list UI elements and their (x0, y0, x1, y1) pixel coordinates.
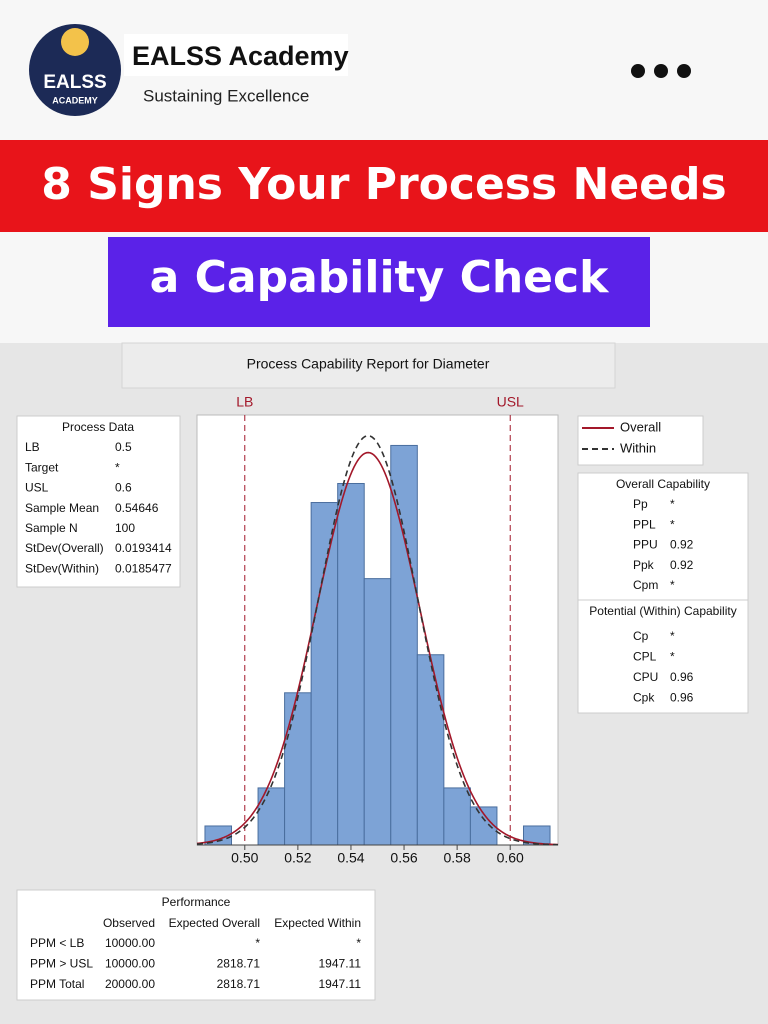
table-cell: * (670, 629, 675, 643)
table-cell: 0.6 (115, 481, 132, 495)
legend-label: Overall (620, 419, 661, 434)
logo-text: EALSS (43, 72, 106, 93)
table-cell: PPM < LB (30, 936, 84, 950)
table-cell: CPL (633, 650, 657, 664)
table-cell: 100 (115, 521, 135, 535)
table-cell: 0.96 (670, 691, 694, 705)
x-tick-label: 0.50 (231, 850, 258, 866)
spec-label: USL (497, 394, 524, 410)
table-header: Expected Within (274, 916, 361, 930)
logo-face (61, 28, 89, 56)
bar (284, 692, 312, 846)
bar (443, 787, 471, 846)
menu-dot[interactable] (654, 64, 668, 78)
table-cell: PPU (633, 538, 658, 552)
report-title-box (121, 342, 616, 389)
table-cell: * (670, 517, 675, 531)
banner (108, 237, 650, 327)
table-cell: 1947.11 (319, 977, 362, 991)
table-box (577, 472, 749, 601)
bar (363, 578, 392, 846)
table-cell: * (670, 650, 675, 664)
fit-curve (196, 451, 559, 846)
brand-bg (124, 34, 348, 76)
table-cell: * (115, 460, 120, 474)
table-cell: LB (25, 440, 40, 454)
table-cell: * (670, 578, 675, 592)
fit-curve (196, 434, 559, 846)
table-title: Process Data (62, 420, 134, 434)
table-cell: Sample Mean (25, 501, 99, 515)
table-cell: Cpk (633, 691, 655, 705)
logo (29, 24, 121, 116)
table-cell: Cp (633, 629, 649, 643)
bar (337, 482, 365, 846)
table-title: Overall Capability (616, 477, 710, 491)
table-cell: 20000.00 (105, 977, 155, 991)
table-cell: 10000.00 (105, 957, 155, 971)
menu-dot[interactable] (677, 64, 691, 78)
table-cell: 0.96 (670, 670, 694, 684)
table-cell: 0.0185477 (115, 561, 172, 575)
x-tick-label: 0.54 (337, 850, 364, 866)
table-cell: Cpm (633, 578, 658, 592)
table-cell: CPU (633, 670, 658, 684)
table-cell: USL (25, 481, 49, 495)
table-cell: 0.0193414 (115, 541, 172, 555)
headline: 8 Signs Your Process Needs (41, 159, 726, 210)
table-cell: 0.54646 (115, 501, 159, 515)
x-tick-label: 0.58 (444, 850, 471, 866)
table-header: Observed (103, 916, 155, 930)
menu-dot[interactable] (631, 64, 645, 78)
bar (257, 787, 286, 846)
table-box (16, 889, 376, 1001)
headline: a Capability Check (150, 252, 610, 303)
x-tick-label: 0.52 (284, 850, 311, 866)
table-cell: * (356, 936, 361, 950)
table-box (16, 415, 181, 588)
brand: EALSS Academy (132, 41, 349, 71)
legend-label: Within (620, 440, 656, 455)
table-cell: * (255, 936, 260, 950)
table-cell: 0.5 (115, 440, 132, 454)
table-title: Performance (162, 895, 231, 909)
bar (390, 444, 418, 846)
table-cell: * (670, 497, 675, 511)
table-header: Expected Overall (169, 916, 260, 930)
table-cell: PPL (633, 517, 656, 531)
spec-label: LB (236, 394, 253, 410)
legend-box (577, 415, 704, 466)
table-cell: PPM > USL (30, 957, 93, 971)
table-cell: 0.92 (670, 558, 694, 572)
table-cell: 1947.11 (319, 957, 362, 971)
tagline: Sustaining Excellence (143, 86, 309, 105)
table-cell: 2818.71 (217, 957, 261, 971)
table-box (577, 599, 749, 714)
table-cell: StDev(Overall) (25, 541, 104, 555)
logo-text: ACADEMY (52, 95, 98, 105)
menu[interactable] (631, 64, 691, 78)
table-title: Potential (Within) Capability (589, 604, 736, 618)
bar (416, 654, 445, 846)
table-cell: Target (25, 460, 59, 474)
table-cell: 0.92 (670, 538, 694, 552)
table-cell: Pp (633, 497, 648, 511)
bar (310, 502, 339, 846)
table-cell: PPM Total (30, 977, 84, 991)
x-tick-label: 0.60 (497, 850, 524, 866)
table-cell: Sample N (25, 521, 78, 535)
banner (0, 140, 768, 232)
x-tick-label: 0.56 (390, 850, 417, 866)
chart-title: Process Capability Report for Diameter (247, 356, 490, 372)
table-cell: 2818.71 (217, 977, 261, 991)
table-cell: StDev(Within) (25, 561, 99, 575)
table-cell: Ppk (633, 558, 655, 572)
table-cell: 10000.00 (105, 936, 155, 950)
